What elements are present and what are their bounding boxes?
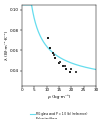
Point xyxy=(47,37,49,39)
Point xyxy=(55,57,56,59)
Point xyxy=(59,61,61,63)
Point xyxy=(64,65,66,67)
Point xyxy=(76,71,77,72)
Point xyxy=(53,54,55,56)
Point xyxy=(58,62,60,64)
Point xyxy=(52,52,54,54)
Point xyxy=(66,69,67,70)
Legend: FIG glass wool P = 1.0 (b) (reference), Polyester fibers, Animal wool (plateau): FIG glass wool P = 1.0 (b) (reference), … xyxy=(30,111,88,119)
Point xyxy=(70,69,72,70)
Point xyxy=(69,71,71,72)
Point xyxy=(62,65,64,67)
X-axis label: ρ (kg·m⁻³): ρ (kg·m⁻³) xyxy=(48,94,70,99)
Y-axis label: λ (W·m⁻¹·K⁻¹): λ (W·m⁻¹·K⁻¹) xyxy=(5,31,9,60)
Point xyxy=(50,47,51,49)
